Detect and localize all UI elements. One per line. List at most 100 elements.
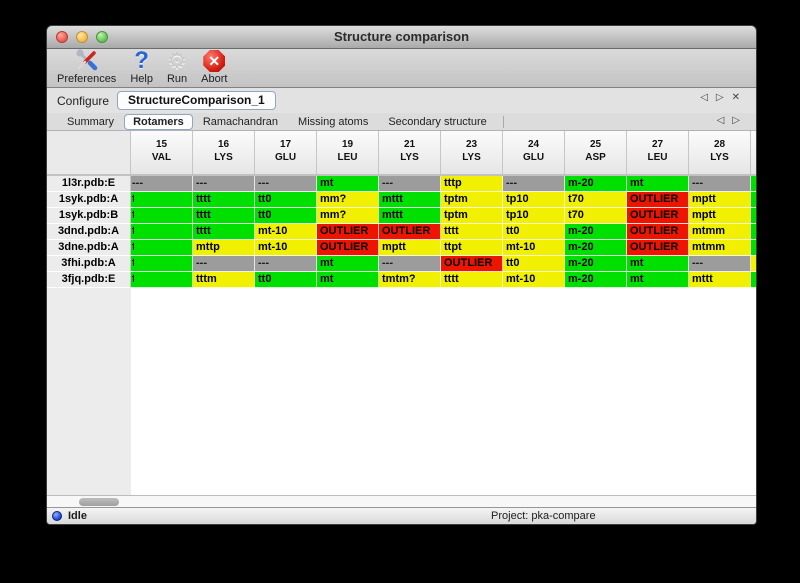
rotamer-cell[interactable]: tt0 <box>503 224 565 240</box>
rotamer-cell[interactable]: mt <box>627 272 689 288</box>
rotamer-cell[interactable]: tt0 <box>503 256 565 272</box>
rotamer-cell[interactable]: mtmm <box>689 240 751 256</box>
column-header[interactable]: 23 LYS <box>441 131 503 174</box>
column-header[interactable]: 19 LEU <box>317 131 379 174</box>
rotamer-cell[interactable]: tttt <box>441 224 503 240</box>
column-header[interactable]: 17 GLU <box>255 131 317 174</box>
column-header[interactable]: 27 LEU <box>627 131 689 174</box>
tab-secondary-structure[interactable]: Secondary structure <box>388 115 487 128</box>
rotamer-cell[interactable]: --- <box>255 256 317 272</box>
rotamer-cell[interactable]: m-20 <box>565 240 627 256</box>
rotamer-cell[interactable]: OUTLIER <box>627 192 689 208</box>
rotamer-cell[interactable]: mptt <box>689 192 751 208</box>
rotamer-cell[interactable]: mm? <box>317 208 379 224</box>
rotamer-cell[interactable]: mm? <box>317 192 379 208</box>
minimize-window-button[interactable] <box>76 31 88 43</box>
rotamer-cell[interactable]: tptm <box>441 208 503 224</box>
rotamer-cell[interactable]: tt0 <box>255 192 317 208</box>
rotamer-cell[interactable]: t <box>131 192 193 208</box>
rotamer-cell[interactable]: tt0 <box>255 272 317 288</box>
rotamer-cell[interactable]: mt <box>627 256 689 272</box>
rotamer-cell[interactable]: OUTLIER <box>317 240 379 256</box>
rotamer-cell[interactable]: OUTLIER <box>627 208 689 224</box>
rotamer-cell[interactable]: tttm <box>193 272 255 288</box>
rotamer-cell[interactable]: mt <box>317 256 379 272</box>
rotamer-cell[interactable]: mt <box>317 176 379 192</box>
row-header[interactable]: 1syk.pdb:A <box>47 192 131 208</box>
rotamer-cell[interactable]: t70 <box>565 208 627 224</box>
rotamer-cell[interactable]: mttt <box>689 272 751 288</box>
rotamer-cell[interactable]: tttt <box>193 208 255 224</box>
close-window-button[interactable] <box>56 31 68 43</box>
column-header[interactable]: 16 LYS <box>193 131 255 174</box>
column-header[interactable]: 25 ASP <box>565 131 627 174</box>
scrollbar-thumb[interactable] <box>79 498 119 506</box>
rotamer-cell[interactable]: t70 <box>565 192 627 208</box>
rotamer-cell[interactable]: tttt <box>441 272 503 288</box>
run-button[interactable]: ⚙ Run <box>167 49 187 86</box>
rotamer-cell[interactable]: tp10 <box>503 192 565 208</box>
rotamer-cell[interactable]: mt-10 <box>503 272 565 288</box>
rotamer-cell[interactable]: mttp <box>193 240 255 256</box>
tab-missing-atoms[interactable]: Missing atoms <box>298 115 369 128</box>
rotamer-cell[interactable]: mt <box>627 176 689 192</box>
rotamer-cell[interactable]: --- <box>689 176 751 192</box>
rotamer-cell[interactable]: t <box>131 256 193 272</box>
config-tab-structurecomparison-1[interactable]: StructureComparison_1 <box>117 91 276 110</box>
preferences-button[interactable]: Preferences <box>57 49 116 85</box>
rotamer-cell[interactable]: mt-10 <box>255 224 317 240</box>
rotamer-cell[interactable]: --- <box>689 256 751 272</box>
rotamer-cell[interactable]: t <box>131 272 193 288</box>
rotamer-cell[interactable]: m-20 <box>565 256 627 272</box>
rotamer-cell[interactable]: tttt <box>193 192 255 208</box>
rotamer-cell[interactable]: --- <box>193 256 255 272</box>
rotamer-cell[interactable]: tmtm? <box>379 272 441 288</box>
rotamer-cell[interactable]: tttt <box>193 224 255 240</box>
rotamer-cell[interactable]: OUTLIER <box>441 256 503 272</box>
tabs-scroll-right-icon[interactable]: ▷ <box>732 115 740 126</box>
rotamer-cell[interactable]: tt0 <box>255 208 317 224</box>
zoom-window-button[interactable] <box>96 31 108 43</box>
rotamer-cell[interactable]: t <box>131 224 193 240</box>
rotamer-cell[interactable]: OUTLIER <box>627 240 689 256</box>
rotamer-cell[interactable]: OUTLIER <box>379 224 441 240</box>
close-config-icon[interactable]: ✕ <box>731 92 740 103</box>
title-bar[interactable]: Structure comparison <box>47 26 756 49</box>
column-header[interactable]: 15 VAL <box>131 131 193 174</box>
rotamer-cell[interactable]: mttt <box>379 192 441 208</box>
row-header[interactable]: 1l3r.pdb:E <box>47 176 131 192</box>
column-header[interactable]: 28 LYS <box>689 131 751 174</box>
rotamer-cell[interactable]: m-20 <box>565 176 627 192</box>
rotamer-cell[interactable]: --- <box>379 176 441 192</box>
rotamer-cell[interactable]: --- <box>503 176 565 192</box>
row-header[interactable]: 1syk.pdb:B <box>47 208 131 224</box>
rotamer-cell[interactable]: --- <box>255 176 317 192</box>
rotamer-cell[interactable]: OUTLIER <box>627 224 689 240</box>
rotamer-cell[interactable]: --- <box>379 256 441 272</box>
row-header[interactable]: 3fhi.pdb:A <box>47 256 131 272</box>
rotamer-cell[interactable]: ttpt <box>441 240 503 256</box>
rotamer-cell[interactable]: tptm <box>441 192 503 208</box>
rotamer-cell[interactable]: mtmm <box>689 224 751 240</box>
rotamer-cell[interactable]: tp10 <box>503 208 565 224</box>
help-button[interactable]: ? Help <box>130 49 153 86</box>
column-header[interactable]: 24 GLU <box>503 131 565 174</box>
rotamer-cell[interactable]: --- <box>193 176 255 192</box>
rotamer-cell[interactable]: mt <box>317 272 379 288</box>
row-header[interactable]: 3dne.pdb:A <box>47 240 131 256</box>
scroll-right-icon[interactable]: ▷ <box>715 92 724 103</box>
tab-ramachandran[interactable]: Ramachandran <box>202 115 279 128</box>
tabs-scroll-left-icon[interactable]: ◁ <box>716 115 725 126</box>
rotamer-cell[interactable]: --- <box>131 176 193 192</box>
horizontal-scrollbar[interactable] <box>47 495 756 507</box>
rotamer-cell[interactable]: mptt <box>379 240 441 256</box>
tab-summary[interactable]: Summary <box>67 115 115 128</box>
rotamer-cell[interactable]: tttp <box>441 176 503 192</box>
rotamer-cell[interactable]: m-20 <box>565 272 627 288</box>
rotamer-cell[interactable]: mt-10 <box>255 240 317 256</box>
rotamer-cell[interactable]: m-20 <box>565 224 627 240</box>
abort-button[interactable]: ✕ Abort <box>201 49 227 85</box>
scroll-left-icon[interactable]: ◁ <box>700 92 708 103</box>
row-header[interactable]: 3fjq.pdb:E <box>47 272 131 288</box>
column-header[interactable]: 21 LYS <box>379 131 441 174</box>
